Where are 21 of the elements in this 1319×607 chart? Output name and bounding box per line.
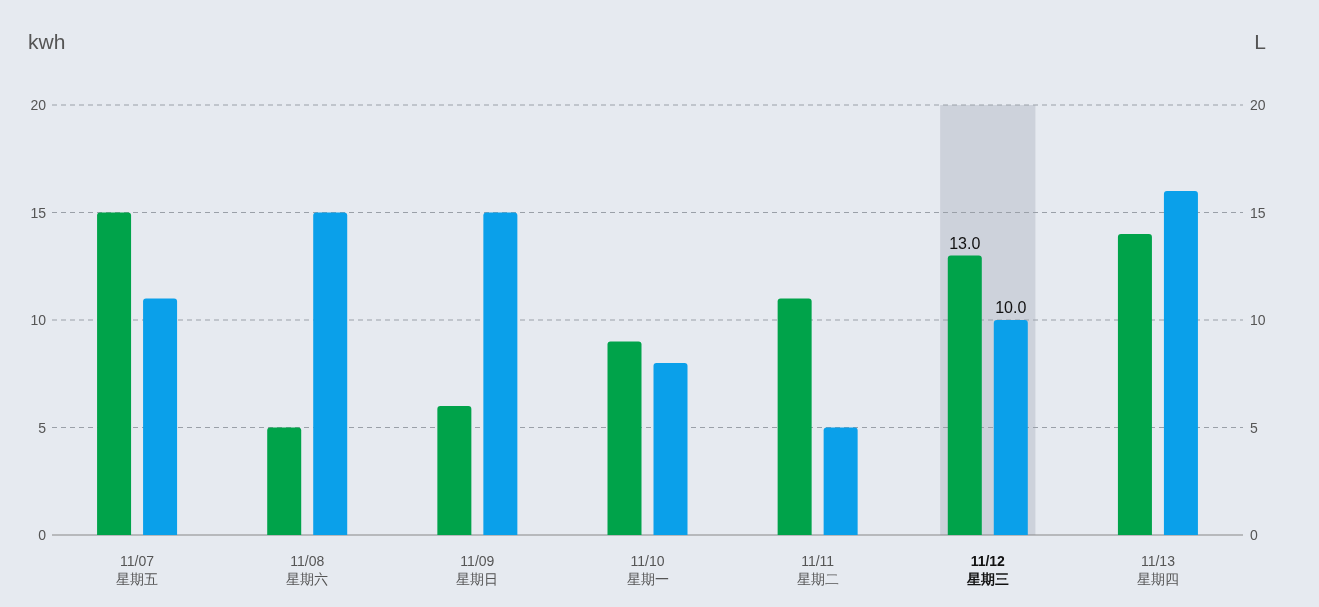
y-axis-title: kwh — [28, 30, 66, 53]
y-tick-label: 20 — [30, 97, 47, 113]
x-tick-label: 11/12 星期三 — [965, 553, 1009, 587]
y-tick-label: 15 — [30, 204, 47, 221]
data-label: 13.0 — [949, 234, 981, 252]
x-tick-label: 11/13 星期四 — [1136, 553, 1179, 587]
y-tick-label: 5 — [38, 419, 47, 436]
y2-tick-label: 15 — [1250, 204, 1266, 221]
data-label: 10.0 — [995, 299, 1027, 316]
x-tick-label: 11/09 星期日 — [456, 553, 499, 587]
y2-tick-label: 10 — [1250, 312, 1266, 328]
x-tick-label: 11/07 星期五 — [116, 553, 159, 587]
x-tick-label: 11/11 星期二 — [796, 553, 839, 587]
y2-axis-title: L — [1254, 30, 1266, 53]
x-tick-label: 11/10 星期一 — [626, 553, 669, 587]
x-tick-label: 11/08 星期六 — [286, 553, 329, 587]
y2-tick-label: 0 — [1250, 527, 1258, 543]
y-tick-label: 10 — [30, 312, 47, 328]
y-tick-label: 0 — [38, 527, 47, 543]
y2-tick-label: 20 — [1250, 97, 1266, 113]
y2-tick-label: 5 — [1250, 419, 1258, 436]
